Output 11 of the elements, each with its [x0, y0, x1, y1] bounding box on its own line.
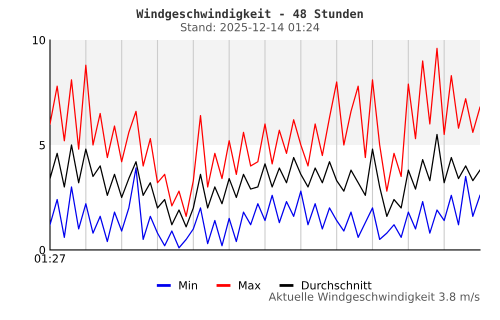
y-tick-label: 0 — [39, 246, 46, 254]
legend-label: Durchschnitt — [302, 280, 372, 290]
y-tick-label: 10 — [32, 36, 46, 44]
text: Aktuelle Windgeschwindigkeit 3.8 m/s — [268, 292, 480, 303]
chart-subtitle: Stand: 2025-12-14 01:24 — [180, 22, 320, 32]
chart-title: Windgeschwindigkeit - 48 Stunden — [136, 8, 363, 20]
y-tick-label: 5 — [40, 141, 45, 150]
line-series — [50, 48, 480, 217]
legend-label: Min — [179, 280, 198, 290]
legend-label: Max — [239, 281, 261, 290]
x-tick-label: 01:27 — [34, 254, 66, 263]
